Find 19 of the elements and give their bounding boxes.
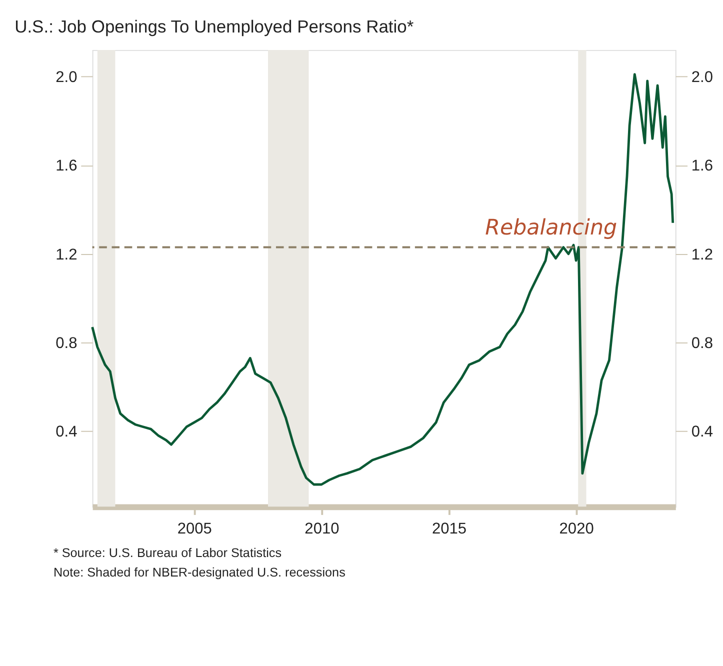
ref-line-label: Rebalancing xyxy=(485,216,618,241)
text: Note: Shaded for NBER-designated U.S. recessions xyxy=(53,566,346,580)
x-tick-label: 2005 xyxy=(177,520,212,538)
y2-tick-label: 1.6 xyxy=(691,158,714,175)
x-tick-label: 2010 xyxy=(304,520,340,538)
y-tick-label: 0.8 xyxy=(56,334,78,352)
text: * Source: U.S. Bureau of Labor Statistics xyxy=(53,546,282,560)
y-tick-label: 0.4 xyxy=(56,424,78,441)
y2-tick-label: 1.2 xyxy=(691,246,714,264)
y2-tick-label: 0.4 xyxy=(691,424,714,441)
chart-title: U.S.: Job Openings To Unemployed Persons Ratio* xyxy=(14,16,414,36)
y2-tick-label: 2.0 xyxy=(691,68,714,86)
y-tick-label: 1.6 xyxy=(56,158,78,175)
x-tick-label: 2020 xyxy=(559,520,594,538)
line-series xyxy=(91,73,674,486)
y-tick-label: 2.0 xyxy=(56,68,78,86)
y-tick-label: 1.2 xyxy=(56,246,78,264)
x-tick-label: 2015 xyxy=(432,520,467,538)
y2-tick-label: 0.8 xyxy=(691,334,714,352)
